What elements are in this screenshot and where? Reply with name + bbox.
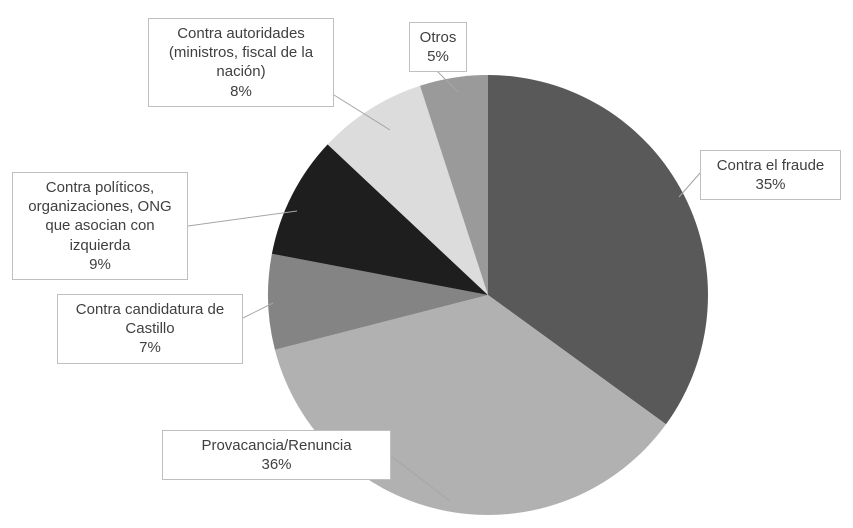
pie-slice-4 [327, 85, 488, 296]
leader-line-politicos [187, 210, 298, 227]
leader-line-otros [436, 70, 459, 93]
leader-line-candidatura [242, 302, 274, 319]
leader-line-fraude [678, 172, 701, 198]
pie-slice-3 [271, 144, 488, 295]
callout-otros: Otros 5% [409, 22, 467, 73]
pie-slice-0 [488, 75, 708, 425]
leader-line-autoridades [333, 94, 391, 131]
callout-contra-el-fraude: Contra el fraude 35% [700, 150, 841, 201]
leader-lines [187, 70, 701, 502]
pie-slice-2 [268, 253, 488, 350]
pie-slice-5 [420, 75, 488, 295]
callout-contra-autoridades: Contra autoridades (ministros, fiscal de… [148, 18, 334, 107]
callout-contra-candidatura: Contra candidatura de Castillo 7% [57, 294, 243, 364]
leader-line-provacancia [390, 455, 451, 502]
callout-contra-politicos: Contra políticos, organizaciones, ONG qu… [12, 172, 188, 280]
callout-provacancia: Provacancia/Renuncia 36% [162, 430, 391, 481]
